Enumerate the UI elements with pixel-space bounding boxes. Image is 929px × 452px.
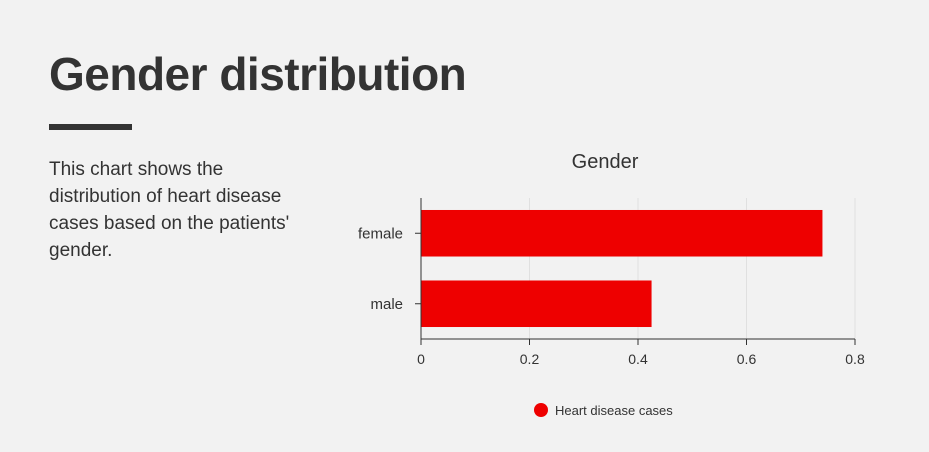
bars: [421, 209, 823, 328]
bar-male: [421, 280, 652, 328]
bar-chart-svg: Gender female male 0 0.2 0.4 0.6 0.8 Heart di…: [358, 151, 865, 418]
legend: Heart disease cases: [534, 403, 673, 418]
y-axis-ticks: female male: [358, 225, 421, 313]
y-tick-label-female: female: [358, 225, 403, 242]
x-tick-label: 0: [417, 351, 425, 367]
y-tick-label-male: male: [370, 296, 403, 313]
legend-label-heart-disease-cases: Heart disease cases: [555, 403, 673, 418]
page-title: Gender distribution: [49, 48, 467, 100]
x-tick-label: 0.8: [845, 351, 865, 367]
x-tick-label: 0.6: [737, 351, 757, 367]
bar-chart: Gender female male 0 0.2 0.4 0.6 0.8 Heart di…: [330, 140, 910, 440]
x-axis-ticks: 0 0.2 0.4 0.6 0.8: [417, 339, 865, 367]
bar-female: [421, 209, 823, 257]
legend-swatch-heart-disease-cases: [534, 403, 548, 417]
x-tick-label: 0.2: [520, 351, 540, 367]
chart-title: Gender: [572, 151, 639, 173]
chart-description: This chart shows the distribution of hea…: [49, 159, 290, 261]
x-tick-label: 0.4: [628, 351, 648, 367]
title-underline: [49, 124, 132, 130]
